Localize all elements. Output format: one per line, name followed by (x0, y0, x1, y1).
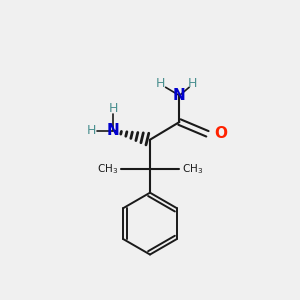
Text: H: H (109, 102, 118, 115)
Text: H: H (188, 77, 197, 90)
Text: CH$_3$: CH$_3$ (97, 162, 118, 176)
Text: CH$_3$: CH$_3$ (182, 162, 203, 176)
Text: N: N (173, 88, 186, 103)
Text: H: H (156, 77, 165, 90)
Text: O: O (214, 126, 227, 141)
Text: N: N (107, 123, 120, 138)
Text: H: H (86, 124, 96, 137)
